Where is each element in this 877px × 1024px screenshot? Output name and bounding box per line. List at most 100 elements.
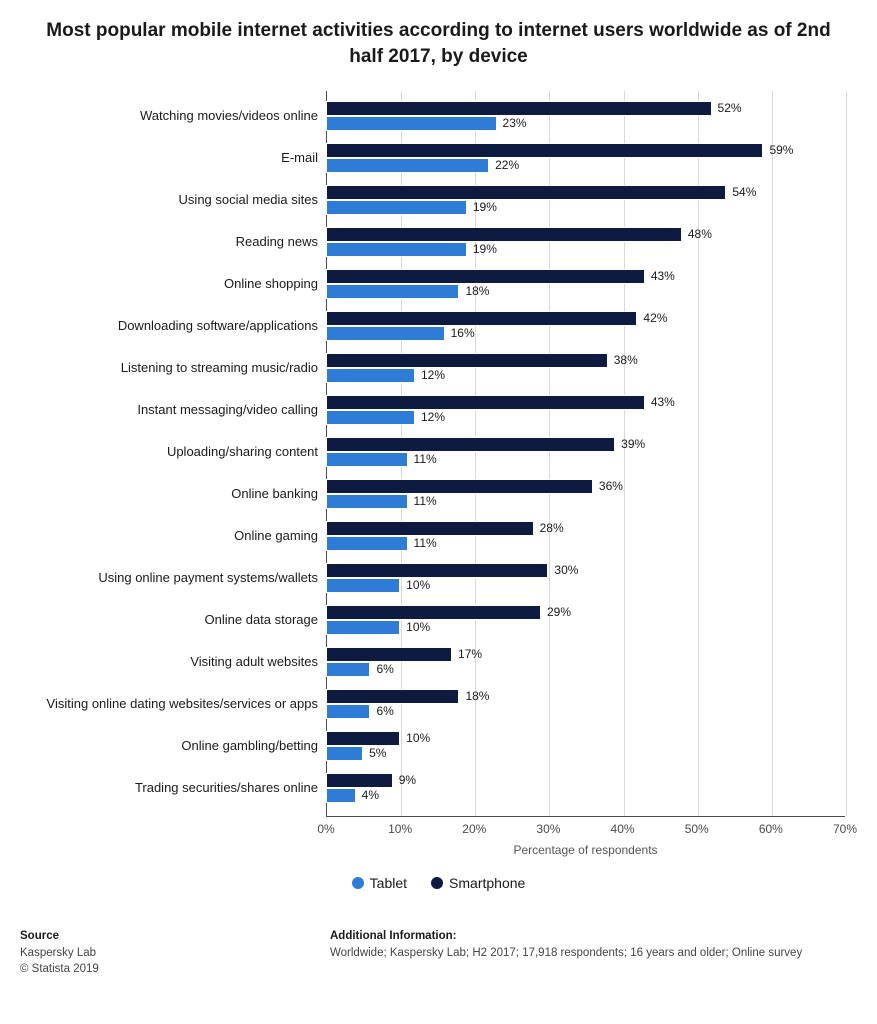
chart-row: Online gaming 28% 11%: [14, 515, 845, 557]
bar-tablet: [326, 662, 370, 677]
chart-row: Downloading software/applications 42%16%: [14, 305, 845, 347]
bar-value-smartphone: 38%: [608, 353, 638, 368]
footer: Source Kaspersky Lab © Statista 2019 Add…: [14, 930, 863, 977]
bar-value-tablet: 12%: [415, 368, 445, 383]
bar-smartphone: [326, 185, 726, 200]
chart-row: Online data storage29%10%: [14, 599, 845, 641]
chart-row: Online shopping43%18%: [14, 263, 845, 305]
bar-value-smartphone: 30%: [548, 563, 578, 578]
legend-swatch: [431, 877, 443, 889]
bar-group: 29%10%: [326, 599, 845, 641]
bar-value-tablet: 19%: [467, 242, 497, 257]
bar-value-smartphone: 17%: [452, 647, 482, 662]
bar-value-smartphone: 39%: [615, 437, 645, 452]
category-label: Trading securities/shares online: [14, 780, 318, 796]
chart-row: Reading news 48% 19%: [14, 221, 845, 263]
x-tick: 50%: [685, 822, 709, 836]
category-label: Using social media sites: [14, 192, 318, 208]
bar-group: 30% 10%: [326, 557, 845, 599]
bar-smartphone: [326, 143, 763, 158]
chart-row: E-mail59%22%: [14, 137, 845, 179]
bar-group: 28% 11%: [326, 515, 845, 557]
bar-value-tablet: 23%: [497, 116, 527, 131]
bar-group: 48% 19%: [326, 221, 845, 263]
bar-group: 38% 12%: [326, 347, 845, 389]
bar-value-smartphone: 43%: [645, 395, 675, 410]
category-label: Online gaming: [14, 528, 318, 544]
chart-title: Most popular mobile internet activities …: [39, 18, 839, 69]
bar-group: 59% 22%: [326, 137, 845, 179]
category-label: Downloading software/applications: [14, 318, 318, 334]
x-tick: 30%: [536, 822, 560, 836]
bar-group: 43%18%: [326, 263, 845, 305]
bar-value-smartphone: 28%: [534, 521, 564, 536]
legend-item: Tablet: [352, 875, 407, 891]
x-axis-title: Percentage of respondents: [326, 843, 845, 857]
bar-value-tablet: 4%: [356, 788, 379, 803]
category-label: Using online payment systems/wallets: [14, 570, 318, 586]
bar-value-smartphone: 10%: [400, 731, 430, 746]
info-heading: Additional Information:: [330, 930, 802, 942]
category-label: Listening to streaming music/radio: [14, 360, 318, 376]
bar-tablet: [326, 704, 370, 719]
bar-smartphone: [326, 395, 645, 410]
bar-value-tablet: 11%: [408, 452, 437, 467]
category-label: Uploading/sharing content: [14, 444, 318, 460]
bar-value-smartphone: 54%: [726, 185, 756, 200]
bar-smartphone: [326, 773, 393, 788]
x-tick: 0%: [317, 822, 334, 836]
category-label: Online banking: [14, 486, 318, 502]
x-tick: 40%: [611, 822, 635, 836]
bar-smartphone: [326, 521, 534, 536]
bar-smartphone: [326, 647, 452, 662]
bar-tablet: [326, 746, 363, 761]
chart-row: Using online payment systems/wallets 30% 1…: [14, 557, 845, 599]
bar-tablet: [326, 116, 497, 131]
bar-smartphone: [326, 353, 608, 368]
category-label: Watching movies/videos online: [14, 108, 318, 124]
bar-group: 17% 6%: [326, 641, 845, 683]
bar-tablet: [326, 452, 408, 467]
bar-group: 10%5%: [326, 725, 845, 767]
bar-value-smartphone: 52%: [712, 101, 742, 116]
legend-swatch: [352, 877, 364, 889]
x-tick: 70%: [833, 822, 857, 836]
bar-smartphone: [326, 689, 459, 704]
x-tick: 10%: [388, 822, 412, 836]
bar-group: 42%16%: [326, 305, 845, 347]
bar-group: 18%6%: [326, 683, 845, 725]
bar-tablet: [326, 284, 459, 299]
category-label: Online gambling/betting: [14, 738, 318, 754]
bar-value-smartphone: 36%: [593, 479, 623, 494]
bar-group: 43%12%: [326, 389, 845, 431]
bar-tablet: [326, 620, 400, 635]
category-label: Reading news: [14, 234, 318, 250]
bar-value-smartphone: 43%: [645, 269, 675, 284]
bar-value-smartphone: 29%: [541, 605, 571, 620]
category-label: Visiting online dating websites/services…: [14, 696, 318, 712]
x-tick: 20%: [462, 822, 486, 836]
chart-row: Visiting online dating websites/services…: [14, 683, 845, 725]
gridline: [846, 91, 847, 816]
chart-row: Online gambling/betting 10%5%: [14, 725, 845, 767]
legend-item: Smartphone: [431, 875, 525, 891]
category-label: Visiting adult websites: [14, 654, 318, 670]
chart-row: Instant messaging/video calling43%12%: [14, 389, 845, 431]
bar-smartphone: [326, 437, 615, 452]
bar-value-tablet: 11%: [408, 536, 437, 551]
bar-value-tablet: 19%: [467, 200, 497, 215]
chart-row: Visiting adult websites 17% 6%: [14, 641, 845, 683]
bar-value-tablet: 10%: [400, 578, 430, 593]
bar-value-tablet: 22%: [489, 158, 519, 173]
bar-smartphone: [326, 311, 637, 326]
chart-area: 0%10%20%30%40%50%60%70% Watching movies/…: [14, 91, 863, 869]
bar-group: 36% 11%: [326, 473, 845, 515]
bar-smartphone: [326, 101, 712, 116]
bar-group: 52% 23%: [326, 95, 845, 137]
bar-value-tablet: 6%: [370, 662, 393, 677]
bar-value-smartphone: 59%: [763, 143, 793, 158]
bar-value-tablet: 11%: [408, 494, 437, 509]
bar-value-smartphone: 48%: [682, 227, 712, 242]
bar-tablet: [326, 158, 489, 173]
legend-label: Smartphone: [449, 875, 525, 891]
